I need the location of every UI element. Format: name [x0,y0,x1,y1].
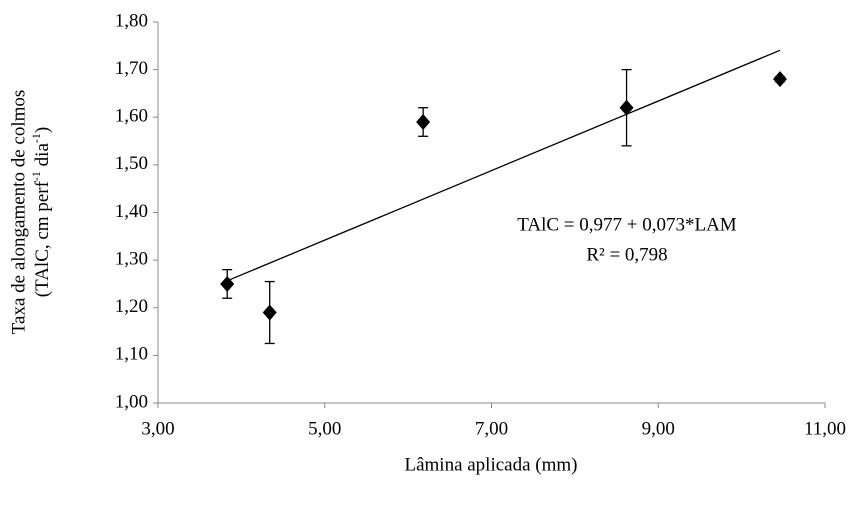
point [416,114,431,131]
y-tick-label: 1,50 [115,153,148,174]
y-tick-label: 1,30 [115,248,148,269]
y-tick-label: 1,70 [115,58,148,79]
y-tick-label: 1,40 [115,201,148,222]
y-axis-label-line: (TAlC, cm perf-1 dia-1) [29,127,54,297]
x-tick-label: 9,00 [642,418,675,439]
point [619,99,634,116]
x-axis-label: Lâmina aplicada (mm) [404,454,577,475]
superscript: -1 [29,171,43,181]
trendline [226,49,781,282]
y-axis-label-line: Taxa de alongamento de colmos [8,90,29,335]
point [262,304,277,321]
x-tick-label: 3,00 [141,418,174,439]
label-part: (TAlC, cm perf [32,180,53,297]
y-tick-label: 1,60 [115,106,148,127]
annotation: R² = 0,798 [586,244,667,265]
point [772,71,787,88]
x-tick-label: 11,00 [804,418,846,439]
point [220,275,235,292]
label-part: dia [32,143,53,172]
x-tick-label: 5,00 [308,418,341,439]
superscript: -1 [29,133,43,143]
annotation: TAlC = 0,977 + 0,073*LAM [517,214,737,235]
y-tick-label: 1,10 [115,344,148,365]
y-tick-label: 1,80 [115,10,148,31]
y-axis-label: Taxa de alongamento de colmos (TAlC, cm … [8,90,53,335]
x-tick-label: 7,00 [475,418,508,439]
y-tick-label: 1,20 [115,296,148,317]
y-tick-label: 1,00 [115,391,148,412]
label-part: ) [32,127,53,133]
